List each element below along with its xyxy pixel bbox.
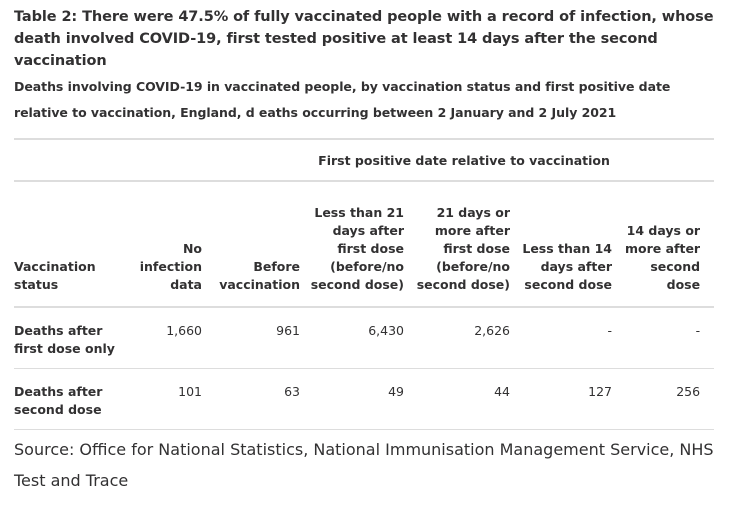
table-cell: - <box>612 307 715 369</box>
table-title: Table 2: There were 47.5% of fully vacci… <box>14 9 714 69</box>
table-row: Deaths after second dose 101 63 49 44 12… <box>14 368 715 430</box>
table-container: Table 2: There were 47.5% of fully vacci… <box>14 6 715 496</box>
table-cell: 961 <box>202 307 300 369</box>
table-cell: - <box>510 307 612 369</box>
table-cell: 1,660 <box>122 307 202 369</box>
column-header-14-days-or-more: 14 days or more after second dose <box>612 181 715 308</box>
group-header: First positive date relative to vaccinat… <box>14 138 715 182</box>
source-note: Source: Office for National Statistics, … <box>14 440 714 490</box>
table-cell: 127 <box>510 368 612 430</box>
column-header-no-infection-data: No infection data <box>122 181 202 308</box>
table-cell: 101 <box>122 368 202 430</box>
deaths-table: First positive date relative to vaccinat… <box>14 138 715 430</box>
table-cell: 63 <box>202 368 300 430</box>
column-header-21-days-or-more: 21 days or more after first dose (before… <box>404 181 510 308</box>
row-header-first-dose-only: Deaths after first dose only <box>14 307 122 369</box>
table-cell: 44 <box>404 368 510 430</box>
table-cell: 256 <box>612 368 715 430</box>
table-row: Deaths after first dose only 1,660 961 6… <box>14 307 715 369</box>
table-subtitle: Deaths involving COVID-19 in vaccinated … <box>14 79 671 120</box>
row-header-second-dose: Deaths after second dose <box>14 368 122 430</box>
table-cell: 49 <box>300 368 404 430</box>
column-header-before-vaccination: Before vaccination <box>202 181 300 308</box>
column-header-vaccination-status: Vaccination status <box>14 181 122 308</box>
table-cell: 6,430 <box>300 307 404 369</box>
table-cell: 2,626 <box>404 307 510 369</box>
column-header-less-than-14-days: Less than 14 days after second dose <box>510 181 612 308</box>
column-header-less-than-21-days: Less than 21 days after first dose (befo… <box>300 181 404 308</box>
